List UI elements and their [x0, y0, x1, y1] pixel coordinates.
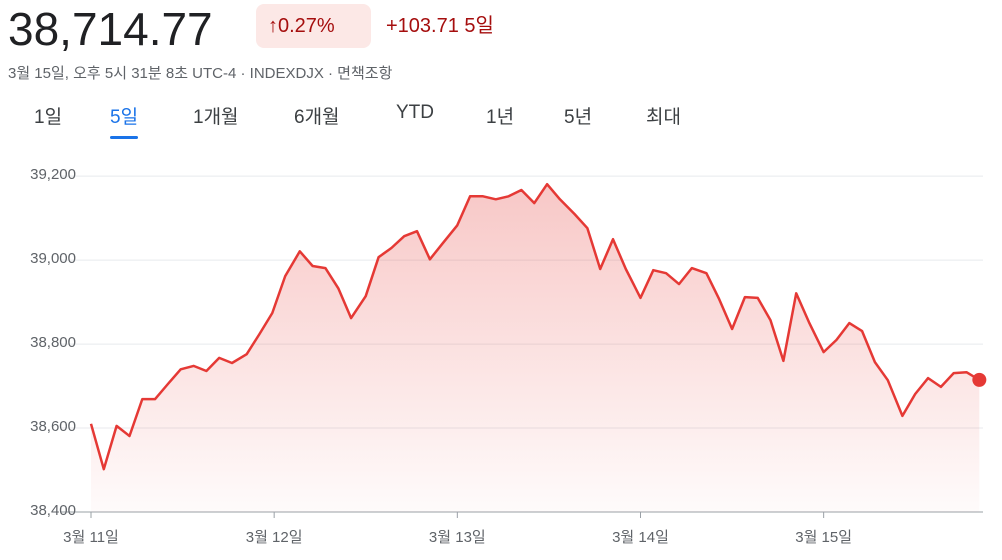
y-tick-label: 39,000: [30, 250, 76, 267]
range-tab[interactable]: 5년: [564, 102, 592, 129]
tab-label: 5일: [110, 107, 139, 128]
x-tick-label: 3월 14일: [612, 529, 669, 546]
range-tab[interactable]: 1일: [34, 102, 62, 129]
y-tick-label: 39,200: [30, 166, 76, 183]
x-tick-label: 3월 15일: [795, 529, 852, 546]
change-percent: 0.27%: [278, 15, 335, 37]
x-tick-label: 3월 11일: [63, 529, 119, 546]
x-tick-label: 3월 13일: [429, 529, 486, 546]
change-value-group: +103.71 5일: [386, 4, 494, 48]
tab-underline: [110, 136, 139, 139]
change-badge: ↑0.27%: [256, 4, 371, 48]
range-tab[interactable]: YTD: [396, 102, 434, 124]
change-value: +103.71: [386, 15, 459, 37]
y-tick-label: 38,600: [30, 418, 76, 435]
tab-label: 1개월: [193, 107, 239, 128]
subtitle: 3월 15일, 오후 5시 31분 8초 UTC-4 · INDEXDJX · …: [8, 65, 393, 82]
tab-label: 최대: [646, 107, 681, 128]
y-tick-label: 38,400: [30, 502, 76, 519]
range-tab[interactable]: 1년: [486, 102, 514, 129]
area-fill: [91, 184, 980, 512]
tab-label: 1년: [486, 107, 515, 128]
tab-label: 1일: [34, 107, 63, 128]
last-point: [972, 372, 987, 387]
tab-label: 5년: [564, 107, 593, 128]
up-arrow: ↑: [268, 15, 278, 37]
price-line: [89, 182, 980, 471]
x-tick-label: 3월 12일: [246, 529, 303, 546]
change-period: 5일: [464, 15, 494, 37]
range-tab[interactable]: 5일: [110, 102, 139, 139]
tab-label: 6개월: [294, 107, 340, 128]
y-tick-label: 38,800: [30, 334, 76, 351]
price: 38,714.77: [8, 3, 213, 55]
tab-label: YTD: [396, 102, 434, 123]
range-tab[interactable]: 6개월: [294, 102, 340, 129]
range-tab[interactable]: 최대: [646, 102, 681, 129]
range-tab[interactable]: 1개월: [193, 102, 239, 129]
